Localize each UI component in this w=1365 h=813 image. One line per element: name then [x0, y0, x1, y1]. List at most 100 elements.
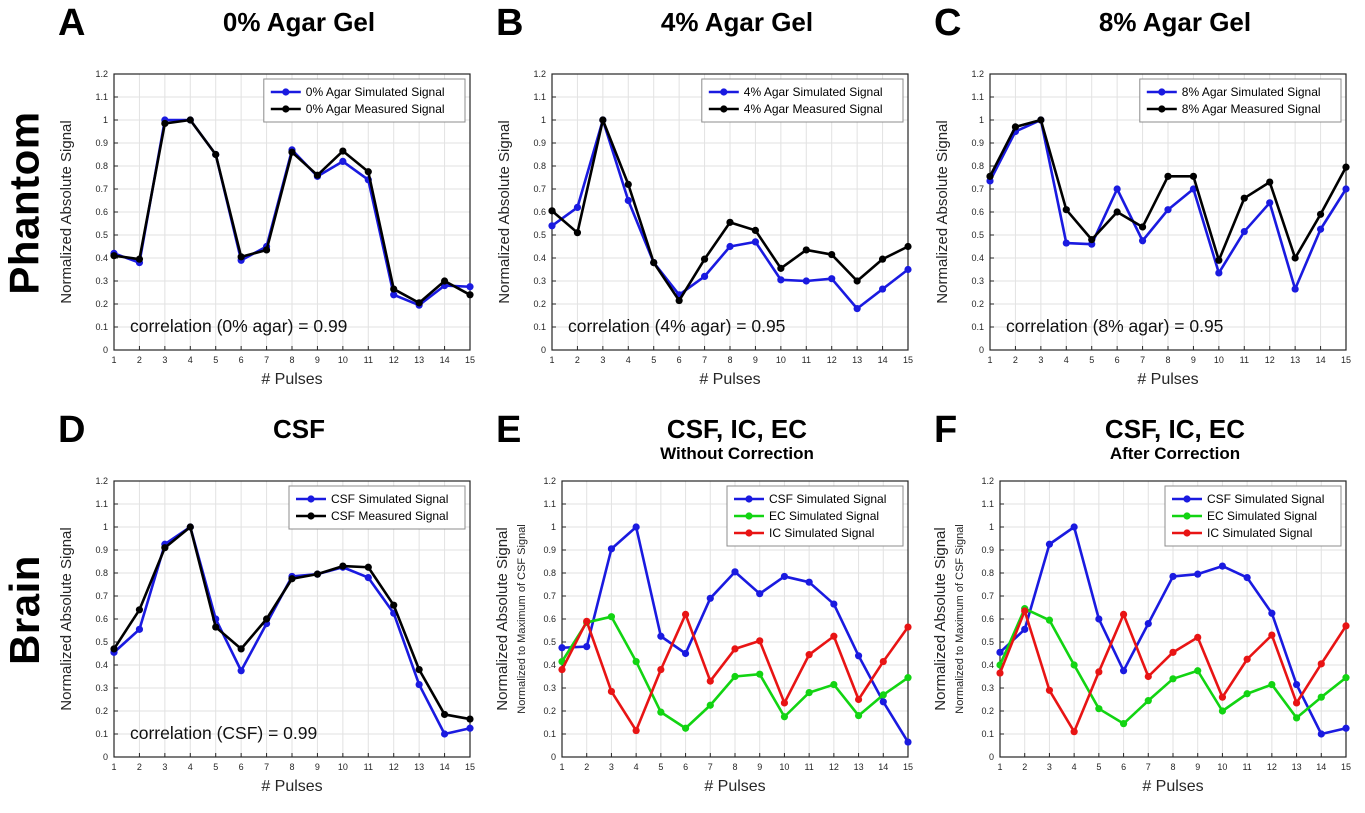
svg-text:# Pulses: # Pulses — [1137, 371, 1198, 388]
svg-text:8: 8 — [732, 762, 737, 772]
chart-csf-ic-ec-without-correction: 0 0.1 0.2 0.3 0.4 0.5 0.6 0.7 0.8 0.9 1 1.1 1.2 1 2 3 4 5… — [494, 473, 926, 805]
svg-text:11: 11 — [364, 355, 373, 365]
chart-svg: 00.10.20.30.40.50.60.70.80.911.11.21 2 3 4 5… — [932, 476, 1351, 795]
svg-text:correlation (4% agar) = 0.95: correlation (4% agar) = 0.95 — [568, 316, 785, 336]
svg-text:0: 0 — [551, 752, 556, 762]
panel-header: 0% Agar Gel — [50, 7, 488, 66]
panel-title: 4% Agar Gel — [660, 7, 814, 37]
panel-subtitle: Without Correction — [660, 444, 814, 464]
panel-d: D CSF 0 0.1 0.2 0.3 0.4 0.5 0.6 0.7 0.8 0.9 1 1.1 1.… — [50, 407, 488, 813]
chart-svg: 00.10.20.30.40.50.60.70.80.911.11.21 2 3 4 5… — [58, 69, 475, 388]
svg-text:0: 0 — [979, 345, 984, 355]
svg-text:1: 1 — [103, 522, 108, 532]
svg-text:0.2: 0.2 — [981, 706, 994, 716]
row-label-brain: Brain — [1, 554, 49, 665]
figure-row-brain: Brain D CSF 0 0.1 0.2 0.3 0.4 0.5 0.6 0.7 0.8 0.9… — [0, 407, 1365, 813]
svg-text:5: 5 — [1096, 762, 1101, 772]
svg-text:# Pulses: # Pulses — [261, 371, 322, 388]
svg-text:EC Simulated Signal: EC Simulated Signal — [769, 509, 879, 523]
svg-text:# Pulses: # Pulses — [261, 778, 322, 795]
svg-text:1: 1 — [551, 522, 556, 532]
svg-text:1.1: 1.1 — [533, 92, 546, 102]
svg-text:12: 12 — [829, 762, 839, 772]
svg-text:12: 12 — [389, 355, 399, 365]
svg-text:Normalized Absolute Signal: Normalized Absolute Signal — [494, 527, 511, 710]
svg-text:6: 6 — [239, 355, 244, 365]
svg-text:1: 1 — [541, 115, 546, 125]
svg-text:Normalized Absolute Signal: Normalized Absolute Signal — [58, 527, 75, 710]
svg-text:0.8: 0.8 — [543, 568, 556, 578]
svg-text:0.9: 0.9 — [95, 138, 108, 148]
panel-header: 8% Agar Gel — [926, 7, 1364, 66]
svg-text:# Pulses: # Pulses — [704, 778, 765, 795]
svg-text:13: 13 — [414, 762, 424, 772]
panel-title: 0% Agar Gel — [222, 7, 376, 37]
svg-text:correlation (8% agar) = 0.95: correlation (8% agar) = 0.95 — [1006, 316, 1223, 336]
svg-text:1: 1 — [559, 762, 564, 772]
chart-svg: 00.10.20.30.40.50.60.70.80.911.11.21 2 3 4 5… — [934, 69, 1351, 388]
svg-text:14: 14 — [440, 355, 450, 365]
svg-text:0.9: 0.9 — [95, 545, 108, 555]
svg-text:0.7: 0.7 — [95, 591, 108, 601]
svg-text:11: 11 — [1242, 762, 1251, 772]
svg-text:5: 5 — [213, 355, 218, 365]
svg-text:7: 7 — [1140, 355, 1145, 365]
svg-text:0.8: 0.8 — [95, 161, 108, 171]
svg-text:0.8: 0.8 — [971, 161, 984, 171]
svg-text:0.1: 0.1 — [95, 729, 108, 739]
svg-text:# Pulses: # Pulses — [1142, 778, 1203, 795]
svg-text:10: 10 — [338, 355, 348, 365]
svg-text:1.2: 1.2 — [971, 69, 984, 79]
svg-text:15: 15 — [903, 762, 913, 772]
svg-text:CSF Measured Signal: CSF Measured Signal — [331, 509, 448, 523]
svg-text:10: 10 — [338, 762, 348, 772]
svg-text:0.4: 0.4 — [533, 253, 546, 263]
chart-csf-ic-ec-after-correction: 0 0.1 0.2 0.3 0.4 0.5 0.6 0.7 0.8 0.9 1 1.1 1.2 1 2 3 4 5… — [932, 473, 1364, 805]
panel-title: CSF — [273, 413, 325, 444]
svg-text:7: 7 — [1146, 762, 1151, 772]
svg-text:0.1: 0.1 — [981, 729, 994, 739]
svg-text:# Pulses: # Pulses — [699, 371, 760, 388]
svg-text:Normalized to Maximum of CSF S: Normalized to Maximum of CSF Signal — [954, 524, 966, 714]
svg-text:Normalized Absolute Signal: Normalized Absolute Signal — [496, 120, 513, 303]
svg-text:0.9: 0.9 — [971, 138, 984, 148]
svg-text:0.1: 0.1 — [95, 322, 108, 332]
svg-text:1.1: 1.1 — [95, 92, 108, 102]
svg-text:12: 12 — [1265, 355, 1275, 365]
svg-text:0.7: 0.7 — [543, 591, 556, 601]
svg-text:0.5: 0.5 — [95, 637, 108, 647]
svg-text:0.6: 0.6 — [971, 207, 984, 217]
svg-text:EC Simulated Signal: EC Simulated Signal — [1207, 509, 1317, 523]
svg-text:correlation (0% agar) = 0.99: correlation (0% agar) = 0.99 — [130, 316, 347, 336]
svg-text:0.5: 0.5 — [533, 230, 546, 240]
svg-text:8: 8 — [289, 355, 294, 365]
svg-text:0.2: 0.2 — [95, 299, 108, 309]
svg-text:0.7: 0.7 — [981, 591, 994, 601]
svg-text:5: 5 — [213, 762, 218, 772]
svg-text:1: 1 — [111, 762, 116, 772]
svg-text:Normalized Absolute Signal: Normalized Absolute Signal — [932, 527, 949, 710]
svg-text:0.4: 0.4 — [95, 253, 108, 263]
row-label-cell: Brain — [0, 407, 50, 813]
svg-text:3: 3 — [600, 355, 605, 365]
svg-text:0.5: 0.5 — [95, 230, 108, 240]
svg-text:0% Agar Simulated Signal: 0% Agar Simulated Signal — [306, 85, 445, 99]
svg-text:1.1: 1.1 — [95, 499, 108, 509]
svg-text:12: 12 — [827, 355, 837, 365]
svg-text:0.3: 0.3 — [95, 683, 108, 693]
panel-letter-b: B — [496, 2, 524, 44]
svg-text:14: 14 — [1316, 762, 1326, 772]
svg-text:0.6: 0.6 — [95, 614, 108, 624]
panel-title: CSF, IC, EC — [1104, 413, 1246, 444]
svg-text:2: 2 — [584, 762, 589, 772]
svg-text:5: 5 — [651, 355, 656, 365]
panel-header: CSF — [50, 413, 488, 473]
svg-text:Normalized to Maximum of CSF S: Normalized to Maximum of CSF Signal — [516, 524, 528, 714]
chart-svg: 00.10.20.30.40.50.60.70.80.911.11.21 2 3 4 5… — [58, 476, 475, 795]
row-label-cell: Phantom — [0, 0, 50, 407]
panel-letter-c: C — [934, 2, 962, 44]
svg-text:3: 3 — [162, 355, 167, 365]
panel-letter-e: E — [496, 408, 522, 451]
svg-text:correlation (CSF) = 0.99: correlation (CSF) = 0.99 — [130, 723, 317, 743]
